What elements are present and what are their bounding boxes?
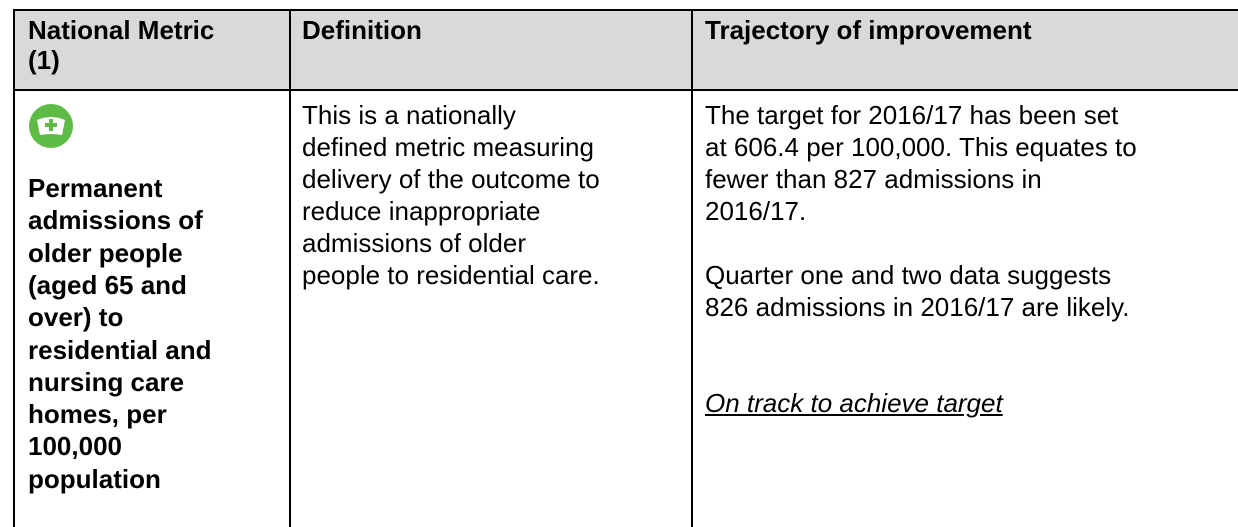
text-line: National Metric xyxy=(28,15,215,45)
text-line: reduce inappropriate xyxy=(302,196,541,226)
text-line: admissions of xyxy=(28,205,203,236)
text-line: Definition xyxy=(302,15,422,45)
text-line: 826 admissions in 2016/17 are likely. xyxy=(705,292,1130,322)
text-line: 100,000 xyxy=(28,431,122,462)
text-line: delivery of the outcome to xyxy=(302,164,600,194)
text-line: at 606.4 per 100,000. This equates to xyxy=(705,132,1137,162)
text-line: population xyxy=(28,463,161,494)
text-line: over) to xyxy=(28,302,124,333)
text-line: (1) xyxy=(28,45,60,75)
text-line: admissions of older xyxy=(302,228,526,258)
text-line: Quarter one and two data suggests xyxy=(705,260,1112,290)
body-cell xyxy=(691,89,1238,527)
text-line: fewer than 827 admissions in xyxy=(705,164,1042,194)
header-cell xyxy=(691,9,1238,91)
header-cell xyxy=(289,9,693,91)
text-line: nursing care xyxy=(28,366,185,397)
text-line: homes, per xyxy=(28,399,167,430)
text-line: residential and xyxy=(28,334,212,365)
text-line: Trajectory of improvement xyxy=(705,15,1032,45)
text-line: defined metric measuring xyxy=(302,132,594,162)
text-line: 2016/17. xyxy=(705,196,807,226)
header-cell xyxy=(13,9,291,91)
text-line: This is a nationally xyxy=(302,100,516,130)
text-line: The target for 2016/17 has been set xyxy=(705,100,1119,130)
text-line: On track to achieve target xyxy=(705,388,1003,418)
text-line: (aged 65 and xyxy=(28,269,187,300)
text-line: Permanent xyxy=(28,173,163,203)
nurse-icon xyxy=(29,104,73,148)
text-line: people to residential care. xyxy=(302,260,600,290)
text-line: older people xyxy=(28,237,183,268)
